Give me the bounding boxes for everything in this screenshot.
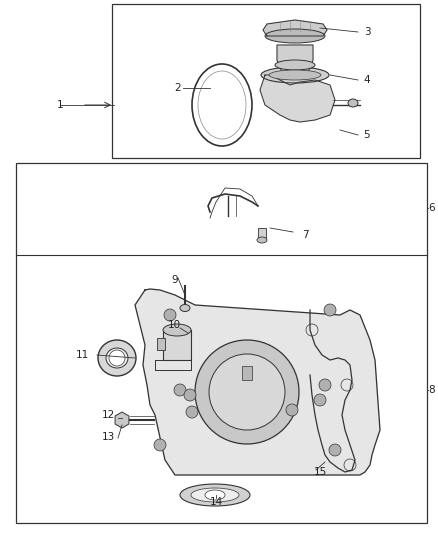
- Text: 3: 3: [364, 27, 370, 37]
- Ellipse shape: [106, 348, 128, 368]
- Ellipse shape: [191, 488, 239, 502]
- Bar: [16, 163, 427, 523]
- Circle shape: [319, 379, 331, 391]
- Polygon shape: [260, 75, 335, 122]
- Polygon shape: [263, 20, 327, 36]
- Circle shape: [186, 406, 198, 418]
- Circle shape: [324, 304, 336, 316]
- Text: 8: 8: [429, 385, 435, 395]
- Bar: [112, 4, 420, 158]
- Ellipse shape: [348, 99, 358, 107]
- Ellipse shape: [180, 484, 250, 506]
- Circle shape: [154, 439, 166, 451]
- Text: 2: 2: [175, 83, 181, 93]
- Ellipse shape: [269, 70, 321, 80]
- Circle shape: [184, 389, 196, 401]
- Circle shape: [286, 404, 298, 416]
- Text: 6: 6: [429, 203, 435, 213]
- Text: 1: 1: [57, 100, 64, 110]
- Bar: [157, 338, 165, 350]
- Ellipse shape: [98, 340, 136, 376]
- Ellipse shape: [205, 490, 225, 500]
- Text: 13: 13: [101, 432, 115, 442]
- Circle shape: [209, 354, 285, 430]
- Bar: [258, 228, 266, 240]
- Circle shape: [109, 350, 125, 366]
- Ellipse shape: [265, 29, 325, 43]
- Ellipse shape: [275, 60, 315, 70]
- Text: 14: 14: [209, 497, 223, 507]
- Circle shape: [195, 340, 299, 444]
- Text: 7: 7: [302, 230, 308, 240]
- Text: 12: 12: [101, 410, 115, 420]
- Text: 10: 10: [167, 320, 180, 330]
- Polygon shape: [135, 289, 380, 475]
- Circle shape: [164, 309, 176, 321]
- Ellipse shape: [257, 237, 267, 243]
- Text: 15: 15: [313, 467, 327, 477]
- Ellipse shape: [163, 324, 191, 336]
- Bar: [163, 330, 191, 360]
- Ellipse shape: [180, 304, 190, 311]
- Bar: [242, 366, 252, 380]
- Text: 4: 4: [364, 75, 370, 85]
- Text: 11: 11: [75, 350, 88, 360]
- Ellipse shape: [261, 67, 329, 83]
- Text: 9: 9: [172, 275, 178, 285]
- Polygon shape: [277, 45, 313, 75]
- Text: 5: 5: [364, 130, 370, 140]
- Circle shape: [314, 394, 326, 406]
- Circle shape: [174, 384, 186, 396]
- Circle shape: [329, 444, 341, 456]
